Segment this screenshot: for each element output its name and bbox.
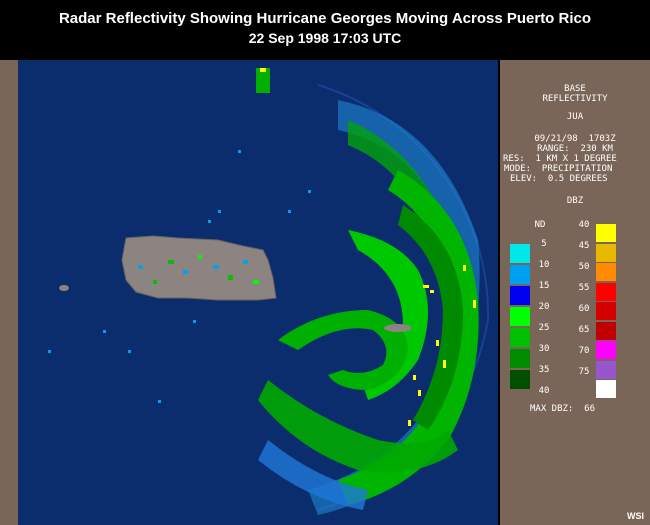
legend-swatch-right: [596, 341, 616, 359]
legend-swatch-left: [510, 265, 530, 284]
credit-logo: WSI: [627, 511, 644, 521]
panel-line2: REFLECTIVITY: [542, 94, 608, 104]
legend-swatch-left: [510, 307, 530, 326]
hurricane-rainband: [258, 170, 479, 510]
legend-swatch-right: [596, 380, 616, 398]
legend-label-right: 65: [578, 325, 590, 335]
northern-echo-cell: [256, 68, 270, 93]
legend-swatch-right: [596, 321, 616, 340]
left-margin: [0, 60, 18, 525]
legend-swatch-right: [596, 282, 616, 301]
island-echoes: [138, 255, 259, 284]
station-id: JUA: [566, 112, 584, 122]
legend-label-left: 30: [538, 344, 550, 354]
legend-label-left: 10: [538, 260, 550, 270]
date-time: 09/21/98 1703Z: [534, 134, 616, 144]
radar-image: [18, 60, 498, 525]
legend-label-right: 45: [578, 241, 590, 251]
legend-label-right: 40: [578, 220, 590, 230]
legend-swatch-right: [596, 224, 616, 242]
heavy-echo-cores: [408, 265, 476, 426]
legend-label-right: 50: [578, 262, 590, 272]
legend-label-right: 60: [578, 304, 590, 314]
legend-swatch-left: [510, 244, 530, 263]
resolution-text: RES: 1 KM X 1 DEGREE: [503, 154, 617, 164]
radar-map-svg: [48, 68, 490, 515]
scattered-light-echoes: [48, 150, 311, 403]
legend-swatch-right: [596, 263, 616, 281]
legend-label-right: 70: [578, 346, 590, 356]
image-subtitle: 22 Sep 1998 17:03 UTC: [248, 30, 402, 46]
max-dbz: MAX DBZ: 66: [530, 404, 596, 414]
image-title: Radar Reflectivity Showing Hurricane Geo…: [58, 10, 592, 27]
legend-swatch-left: [510, 286, 530, 305]
legend-label-left: 20: [538, 302, 550, 312]
legend-label-left: 5: [541, 239, 547, 249]
title-bar: Radar Reflectivity Showing Hurricane Geo…: [0, 0, 650, 60]
legend-label-right: 55: [578, 283, 590, 293]
legend-swatch-left: [510, 328, 530, 347]
legend-swatch-right: [596, 243, 616, 262]
legend-label-left: 35: [538, 365, 550, 375]
legend-swatch-left: [510, 370, 530, 389]
legend-swatch-left: [510, 349, 530, 368]
legend-label-left: 25: [538, 323, 550, 333]
divider: [498, 60, 500, 525]
legend-label-left: 15: [538, 281, 550, 291]
info-panel: BASE REFLECTIVITY JUA 09/21/98 1703Z RAN…: [500, 60, 650, 525]
dbz-header: DBZ: [566, 196, 584, 206]
panel-line1: BASE: [564, 84, 586, 94]
legend-nd-label: ND: [534, 220, 546, 230]
elevation-text: ELEV: 0.5 DEGREES: [510, 174, 608, 184]
puerto-rico-island: [121, 235, 277, 301]
legend-swatch-right: [596, 360, 616, 379]
mode-text: MODE: PRECIPITATION: [504, 164, 613, 174]
legend-swatch-right: [596, 302, 616, 320]
range-text: RANGE: 230 KM: [537, 144, 613, 154]
mona-island: [59, 285, 69, 291]
legend-label-left: 40: [538, 386, 550, 396]
vieques-island: [384, 324, 412, 332]
legend-label-right: 75: [578, 367, 590, 377]
